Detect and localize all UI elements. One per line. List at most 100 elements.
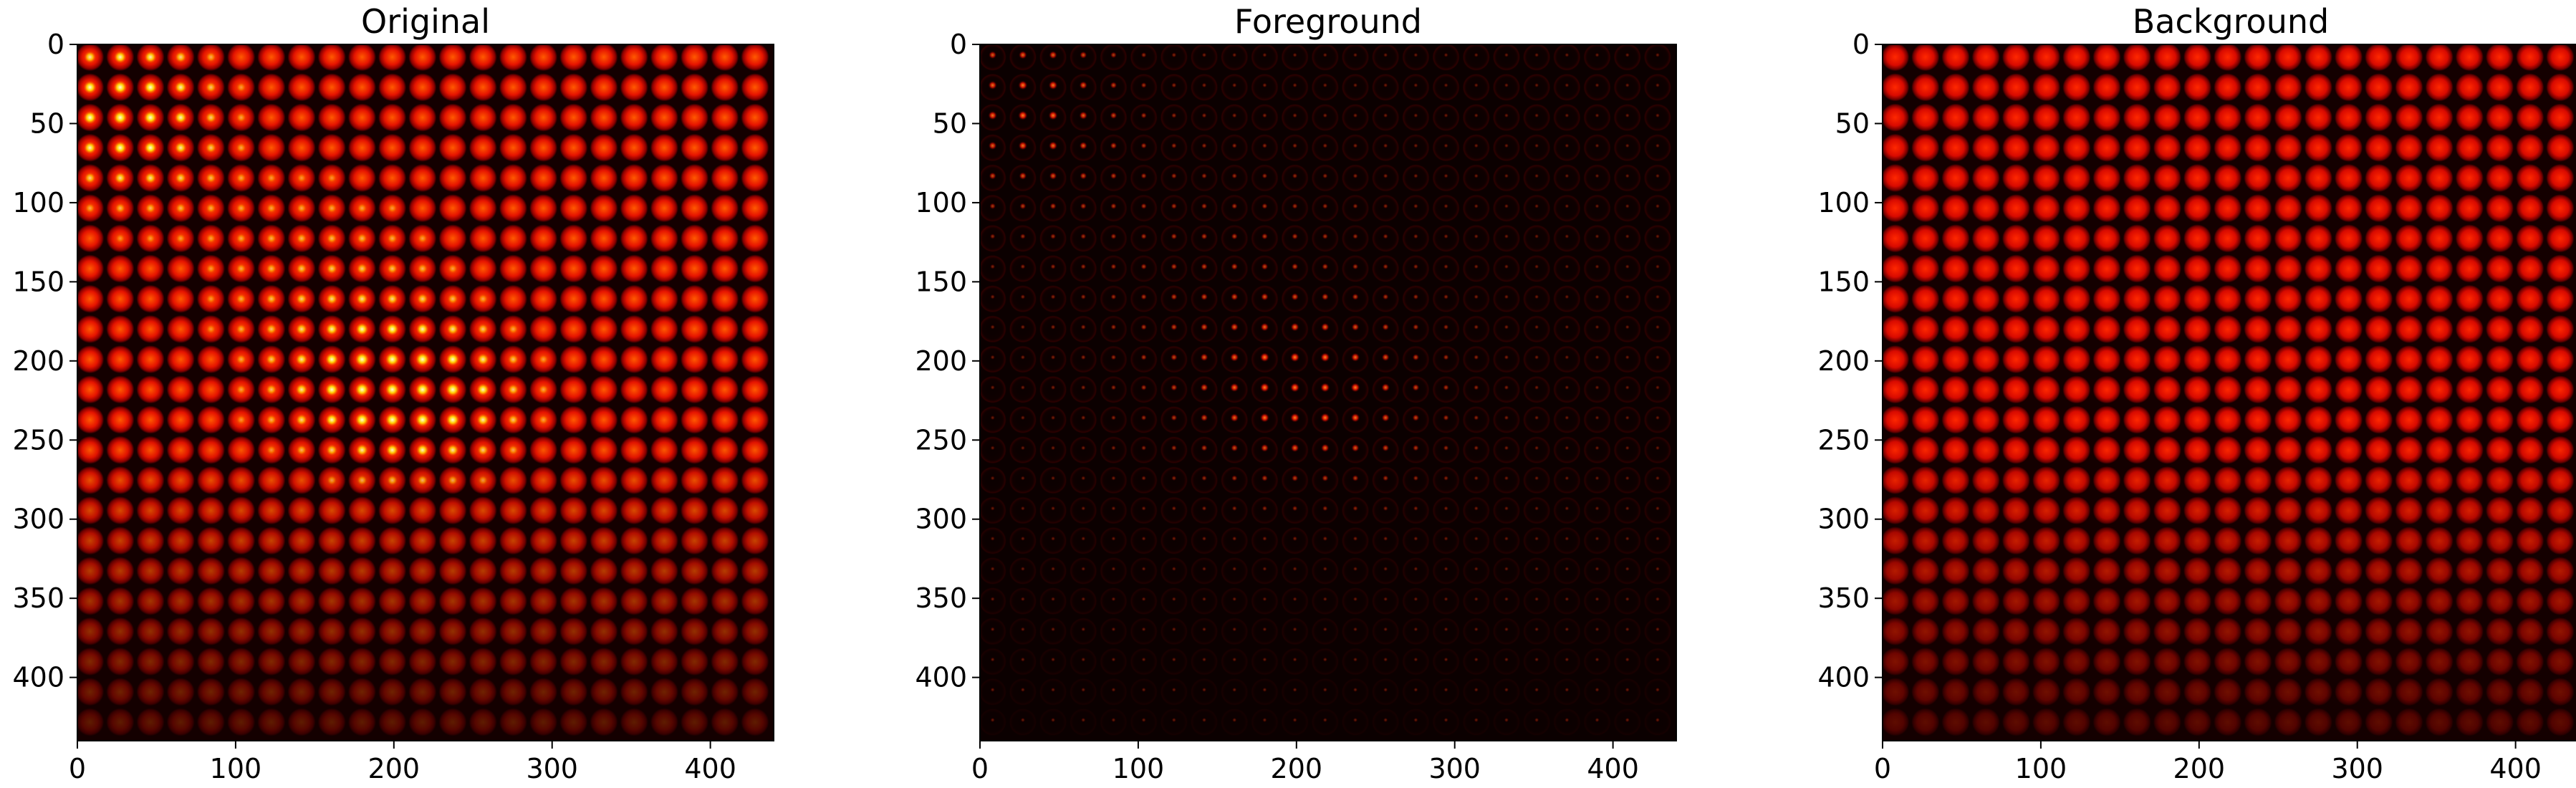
spot-point [1413, 627, 1418, 632]
spot [408, 648, 437, 676]
spot-point [1020, 536, 1025, 541]
spot [1883, 194, 1910, 223]
hot-core [236, 294, 246, 304]
spot-point [1201, 52, 1207, 58]
spot-point [1080, 324, 1086, 330]
spot [317, 527, 346, 555]
spot [2395, 527, 2423, 555]
spot-point [1141, 536, 1146, 542]
spot-point [1292, 627, 1297, 632]
spot [711, 405, 739, 434]
spot [2244, 527, 2272, 555]
spot-point [1655, 415, 1661, 421]
hot-core [356, 293, 368, 305]
spot-point [1292, 505, 1298, 511]
spot [2214, 254, 2242, 283]
spot [2486, 587, 2514, 615]
hot-core [85, 203, 95, 213]
spot [559, 436, 588, 464]
spot [529, 527, 557, 555]
spot-point [1322, 687, 1327, 692]
spot [2002, 587, 2030, 615]
spot-point [1320, 352, 1330, 362]
spot [2244, 345, 2272, 374]
spot [2516, 496, 2544, 524]
spot-point [1262, 657, 1267, 662]
spot [317, 678, 346, 706]
spot-point [1080, 203, 1087, 210]
spot [2032, 73, 2061, 102]
spot-point [1019, 50, 1027, 59]
spot-point [1352, 536, 1358, 542]
hot-core [417, 264, 428, 274]
spot [2304, 284, 2332, 313]
spot [2092, 648, 2121, 676]
spot [2304, 194, 2332, 223]
spot [2153, 466, 2181, 494]
ring [1522, 44, 1551, 72]
hot-core [327, 475, 337, 485]
spot [438, 678, 467, 706]
spot-point [1050, 324, 1056, 330]
spot [711, 617, 739, 645]
spot-point [1383, 687, 1388, 692]
spot-point [1231, 233, 1238, 240]
spot [2395, 678, 2423, 706]
spot [2062, 527, 2091, 555]
spot [2092, 708, 2121, 736]
spot [1971, 617, 2000, 645]
spot-point [1383, 112, 1388, 118]
spot [650, 375, 678, 404]
spot [197, 405, 225, 434]
spot-point [1625, 82, 1630, 88]
spot [1971, 44, 2000, 72]
spot [2153, 164, 2181, 192]
spot [2486, 133, 2514, 162]
spot [2546, 587, 2575, 615]
spot [2304, 315, 2332, 343]
spot-point [1381, 353, 1390, 362]
spot-point [1565, 566, 1570, 572]
spot [2153, 375, 2181, 404]
spot-point [1474, 687, 1479, 692]
spot-point [1534, 325, 1539, 330]
hot-core [176, 203, 186, 213]
spot [227, 587, 256, 615]
spot [287, 44, 316, 72]
spot [106, 678, 135, 706]
spot-point [1018, 80, 1028, 90]
y-tick-label: 150 [12, 266, 64, 297]
spot-point [1534, 385, 1539, 390]
spot [2395, 284, 2423, 313]
spot-point [1050, 627, 1056, 632]
spot-point [1231, 203, 1238, 210]
spot-point [1655, 566, 1661, 572]
spot [2395, 345, 2423, 374]
spot [2002, 375, 2030, 404]
spot [2244, 648, 2272, 676]
spot [620, 345, 648, 374]
spot [2002, 254, 2030, 283]
spot-point [1171, 627, 1176, 632]
spot-point [989, 172, 996, 180]
spot-point [1474, 415, 1479, 421]
spot [468, 254, 497, 283]
spot-point [1504, 355, 1509, 360]
spot [1941, 284, 1970, 313]
spot-point [1322, 233, 1329, 240]
spot-point [1261, 505, 1268, 511]
spot-point [1504, 476, 1509, 481]
spot [741, 164, 769, 192]
spot [2002, 284, 2030, 313]
hot-core [143, 110, 158, 125]
spot [650, 557, 678, 585]
y-tick-label: 200 [1817, 345, 1870, 377]
spot [77, 345, 105, 374]
spot [1941, 345, 1970, 374]
spot [2304, 44, 2332, 72]
spot [681, 557, 708, 585]
ring [1251, 44, 1279, 72]
spot [2335, 678, 2363, 706]
spot [2002, 436, 2030, 464]
spot-point [1595, 52, 1600, 57]
